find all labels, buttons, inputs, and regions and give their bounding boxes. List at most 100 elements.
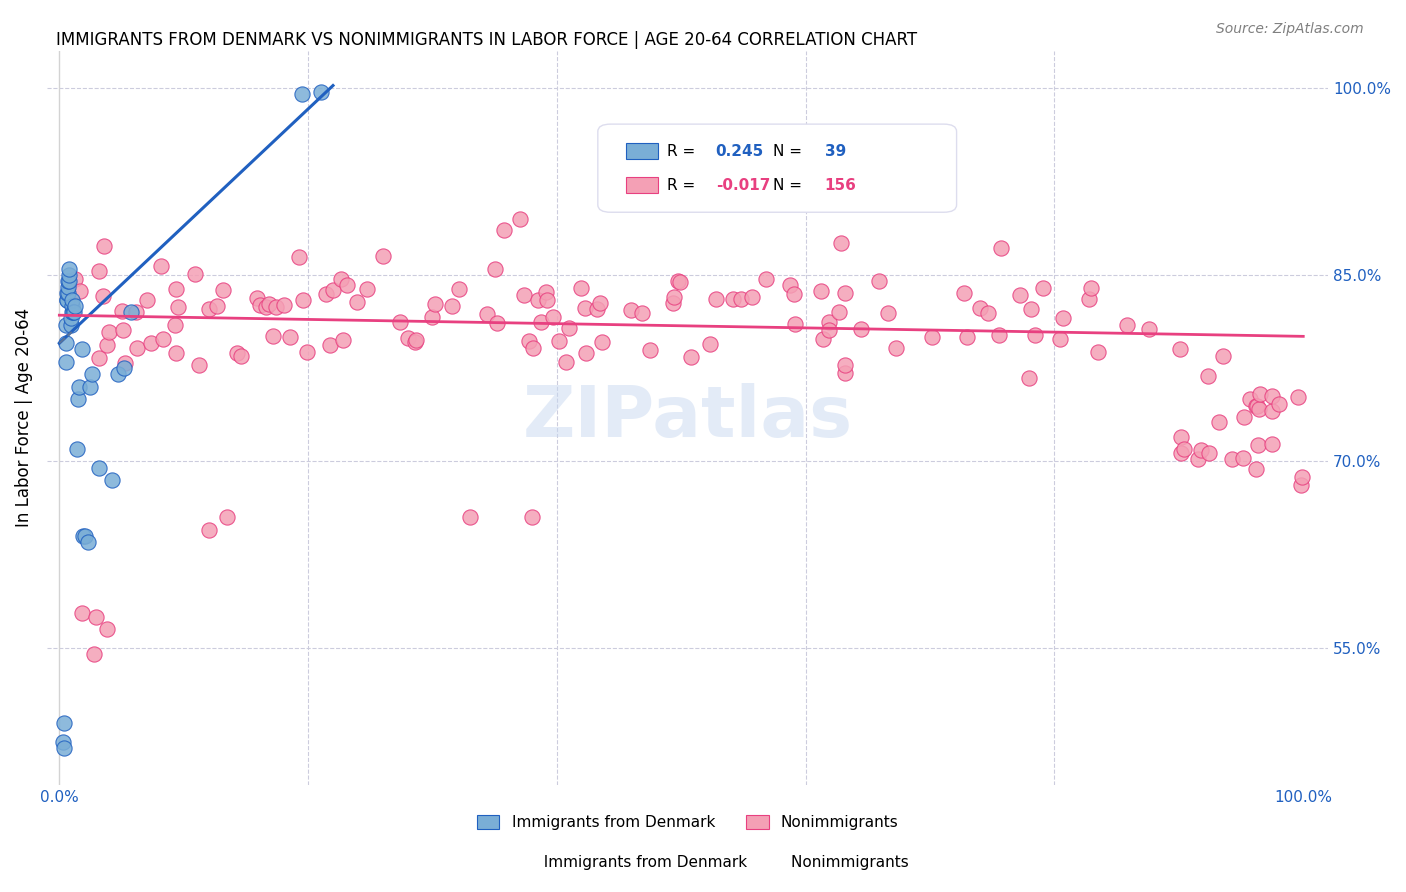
Point	[1239, 392, 1261, 406]
Point	[447, 282, 470, 296]
Point	[1077, 292, 1099, 306]
Point	[111, 323, 134, 337]
Point	[828, 305, 851, 319]
Point	[811, 332, 834, 346]
Point	[555, 355, 578, 369]
Y-axis label: In Labor Force | Age 20-64: In Labor Force | Age 20-64	[15, 309, 32, 527]
Point	[58, 261, 80, 276]
Point	[58, 274, 80, 288]
Point	[1170, 446, 1192, 460]
Point	[184, 267, 207, 281]
Point	[557, 321, 579, 335]
Point	[1032, 281, 1054, 295]
Point	[80, 368, 103, 382]
Point	[273, 298, 295, 312]
Point	[638, 343, 661, 358]
Point	[55, 318, 77, 332]
Point	[1286, 390, 1309, 404]
Point	[548, 334, 571, 348]
Point	[513, 288, 536, 302]
Point	[165, 282, 187, 296]
Text: 156: 156	[824, 178, 856, 193]
Point	[96, 338, 118, 352]
Text: N =: N =	[773, 178, 807, 193]
Point	[699, 336, 721, 351]
Bar	[626, 177, 658, 194]
Point	[1249, 386, 1271, 401]
Point	[484, 262, 506, 277]
Point	[921, 330, 943, 344]
Point	[818, 315, 841, 329]
Point	[1197, 369, 1219, 384]
Point	[124, 305, 146, 319]
Text: 39: 39	[824, 144, 846, 159]
Point	[249, 298, 271, 312]
Point	[721, 292, 744, 306]
Point	[522, 341, 544, 355]
Point	[163, 318, 186, 332]
Point	[56, 280, 79, 294]
Point	[84, 610, 107, 624]
Point	[990, 241, 1012, 255]
Point	[868, 274, 890, 288]
Point	[291, 87, 314, 102]
Point	[517, 334, 540, 349]
Point	[679, 351, 702, 365]
Text: R =: R =	[666, 178, 700, 193]
Point	[834, 286, 856, 301]
Point	[60, 305, 83, 319]
Text: -0.017: -0.017	[716, 178, 770, 193]
Point	[371, 248, 394, 262]
Point	[492, 223, 515, 237]
Point	[530, 314, 553, 328]
Point	[810, 284, 832, 298]
Point	[56, 274, 79, 288]
Point	[121, 305, 143, 319]
Point	[1019, 301, 1042, 316]
Point	[167, 301, 190, 315]
Point	[55, 336, 77, 351]
Point	[783, 287, 806, 301]
Point	[56, 286, 79, 301]
Point	[77, 535, 100, 549]
Point	[197, 523, 219, 537]
Point	[988, 327, 1011, 342]
Point	[152, 332, 174, 346]
Text: Source: ZipAtlas.com: Source: ZipAtlas.com	[1216, 22, 1364, 37]
Point	[884, 341, 907, 355]
Point	[1220, 451, 1243, 466]
Point	[288, 250, 311, 264]
Point	[1168, 342, 1191, 356]
Text: IMMIGRANTS FROM DENMARK VS NONIMMIGRANTS IN LABOR FORCE | AGE 20-64 CORRELATION : IMMIGRANTS FROM DENMARK VS NONIMMIGRANTS…	[56, 31, 917, 49]
Point	[1018, 370, 1040, 384]
Point	[69, 284, 91, 298]
Point	[1052, 311, 1074, 326]
Point	[834, 358, 856, 372]
Point	[440, 299, 463, 313]
Point	[346, 294, 368, 309]
Point	[83, 648, 105, 662]
Bar	[626, 144, 658, 160]
Point	[779, 277, 801, 292]
Point	[1247, 402, 1270, 417]
Point	[591, 334, 613, 349]
Point	[278, 330, 301, 344]
Point	[575, 346, 598, 360]
Point	[292, 293, 315, 307]
Point	[520, 510, 543, 524]
Point	[59, 318, 82, 332]
Point	[107, 368, 129, 382]
Point	[1260, 436, 1282, 450]
Point	[423, 297, 446, 311]
Point	[1116, 318, 1139, 332]
Point	[1170, 430, 1192, 444]
Point	[62, 305, 84, 319]
Point	[569, 281, 592, 295]
Point	[315, 287, 337, 301]
Point	[65, 272, 87, 286]
Point	[56, 293, 79, 307]
Point	[111, 304, 134, 318]
Point	[136, 293, 159, 307]
Point	[226, 346, 249, 360]
Point	[1233, 409, 1256, 424]
